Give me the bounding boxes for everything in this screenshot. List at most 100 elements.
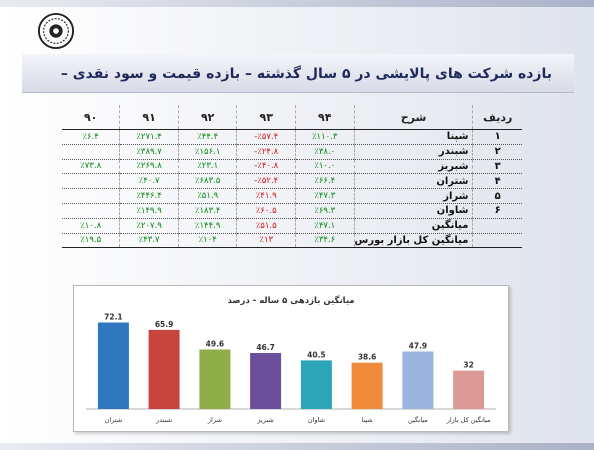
return-cell: [62, 188, 121, 204]
table-row: میانگین کل بازار بورس ٪۳۴.۶ ٪۱۳ ٪۱۰۴ ٪۴۳.۷ ٪۱…: [62, 233, 522, 249]
return-cell: ٪۳۸۹.۷: [119, 144, 179, 160]
table-row: میانگین ٪۴۷.۱ ٪۵۱.۵ ٪۱۴۴.۹ ٪۲۰۷.۹ ٪۱۰.۸: [62, 218, 522, 234]
emblem-logo-icon: [37, 12, 75, 50]
return-cell: ٪۶۸۳.۵: [178, 173, 238, 190]
x-tick-label: میانگین کل بازار: [446, 416, 491, 424]
return-cell: ٪۴۰.۸-: [236, 159, 296, 175]
return-cell: ٪۴۳.۷: [119, 233, 179, 249]
return-cell: ٪۵۷.۴-: [236, 129, 296, 145]
row-description: شتران: [354, 173, 474, 190]
page-title: بازده شرکت های پالایشی در ۵ سال گذشته – …: [60, 66, 552, 82]
chart-title: میانگین بازدهی ۵ ساله - درصد: [227, 295, 354, 306]
return-cell: ٪۱۹.۵: [62, 233, 121, 249]
data-label: 38.6: [358, 353, 377, 362]
return-cell: ٪۵۱.۹: [178, 188, 238, 204]
data-label: 40.5: [307, 350, 326, 359]
return-cell: ٪۲۶۹.۸: [119, 159, 179, 175]
bar: [402, 351, 434, 409]
header-cell: شرح: [354, 105, 474, 130]
return-cell: [62, 173, 121, 190]
row-index: ۲: [472, 144, 522, 160]
row-description: شپنا: [354, 129, 474, 145]
return-cell: ٪۲۷۱.۴: [119, 129, 179, 145]
return-cell: ٪۶۰.۵: [236, 203, 296, 219]
return-cell: ٪۴۴۶.۴: [119, 188, 179, 204]
x-tick-label: شتران: [105, 416, 123, 424]
return-cell: ٪۵۱.۵: [236, 218, 296, 234]
row-index: [472, 218, 522, 234]
return-cell: ٪۴۱.۹: [236, 188, 296, 204]
returns-table: ردیف شرح ۹۴ ۹۳ ۹۲ ۹۱ ۹۰ ۱ شپنا ٪۱۱۰.۳ ٪۵۷.۴…: [62, 105, 522, 249]
bar: [351, 362, 383, 409]
table-row: ۳ شبریز ٪۱۰.۰ ٪۴۰.۸- ٪۲۳.۱ ٪۲۶۹.۸ ٪۷۳.۸: [62, 159, 522, 175]
row-description: میانگین کل بازار بورس: [354, 233, 474, 249]
return-cell: ٪۴۴.۴: [178, 129, 238, 145]
bottom-band: [0, 443, 594, 450]
table-row: ۴ شتران ٪۶۶.۴ ٪۵۲.۴- ٪۶۸۳.۵ ٪۴۰.۷: [62, 173, 522, 190]
data-label: 32: [463, 361, 473, 370]
top-band: [0, 0, 594, 7]
bar: [453, 370, 485, 409]
data-label: 65.9: [155, 320, 174, 329]
return-cell: ٪۱۱۰.۳: [295, 129, 355, 145]
table-row: ۲ شبندر ٪۳۸.۰ ٪۲۴.۸- ٪۱۵۶.۱ ٪۳۸۹.۷: [62, 144, 522, 160]
x-tick-label: شراز: [207, 416, 222, 424]
row-index: ۶: [472, 203, 522, 219]
return-cell: ٪۶۹.۳: [295, 203, 355, 219]
row-index: ۵: [472, 188, 522, 204]
return-cell: [62, 144, 121, 160]
table-body: ۱ شپنا ٪۱۱۰.۳ ٪۵۷.۴- ٪۴۴.۴ ٪۲۷۱.۴ ٪۶.۴ ۲ شبندر ٪۳…: [62, 129, 522, 249]
return-cell: ٪۲۰۷.۹: [119, 218, 179, 234]
return-cell: ٪۴۷.۳: [295, 188, 355, 204]
table-header-row: ردیف شرح ۹۴ ۹۳ ۹۲ ۹۱ ۹۰: [62, 105, 522, 130]
return-cell: ٪۱۰.۸: [62, 218, 121, 234]
return-cell: ٪۴۷.۱: [295, 218, 355, 234]
return-cell: ٪۱۴۹.۹: [119, 203, 179, 219]
header-cell: ۹۱: [119, 105, 179, 130]
table-row: ۵ شراز ٪۴۷.۳ ٪۴۱.۹ ٪۵۱.۹ ٪۴۴۶.۴: [62, 188, 522, 204]
data-label: 72.1: [104, 313, 123, 322]
chart-canvas: میانگین بازدهی ۵ ساله - درصد 72.1 شتران 65…: [86, 295, 496, 424]
header-cell: ۹۲: [178, 105, 238, 130]
x-tick-label: شبریز: [256, 416, 273, 424]
bar: [97, 322, 129, 409]
data-label: 47.9: [409, 342, 428, 351]
x-tick-label: شاوان: [308, 416, 325, 424]
return-cell: ٪۴۰.۷: [119, 173, 179, 190]
row-description: شبندر: [354, 144, 474, 160]
data-label: 46.7: [256, 343, 275, 352]
row-index: [472, 233, 522, 249]
return-cell: ٪۱۰.۰: [295, 159, 355, 175]
return-cell: ٪۱۸۳.۴: [178, 203, 238, 219]
row-index: ۴: [472, 173, 522, 190]
return-cell: ٪۱۵۶.۱: [178, 144, 238, 160]
bar: [250, 353, 282, 409]
return-cell: [62, 203, 121, 219]
table-row: ۱ شپنا ٪۱۱۰.۳ ٪۵۷.۴- ٪۴۴.۴ ٪۲۷۱.۴ ٪۶.۴: [62, 129, 522, 145]
return-cell: ٪۶.۴: [62, 129, 121, 145]
return-cell: ٪۳۴.۶: [295, 233, 355, 249]
x-tick-label: شپنا: [361, 416, 372, 424]
x-tick-label: میانگین: [408, 416, 428, 424]
x-tick-label: شبندر: [155, 416, 172, 424]
header-cell: ۹۳: [236, 105, 296, 130]
title-bar: بازده شرکت های پالایشی در ۵ سال گذشته – …: [22, 54, 574, 93]
bar: [300, 360, 332, 409]
bar-chart: میانگین بازدهی ۵ ساله - درصد 72.1 شتران 65…: [73, 285, 509, 432]
return-cell: ٪۷۳.۸: [62, 159, 121, 175]
row-description: شراز: [354, 188, 474, 204]
bar: [148, 329, 180, 409]
return-cell: ٪۱۰۴: [178, 233, 238, 249]
table-row: ۶ شاوان ٪۶۹.۳ ٪۶۰.۵ ٪۱۸۳.۴ ٪۱۴۹.۹: [62, 203, 522, 219]
header-cell: ۹۰: [62, 105, 121, 130]
row-description: شبریز: [354, 159, 474, 175]
return-cell: ٪۲۴.۸-: [236, 144, 296, 160]
return-cell: ٪۲۳.۱: [178, 159, 238, 175]
bar: [199, 349, 231, 409]
row-description: شاوان: [354, 203, 474, 219]
return-cell: ٪۵۲.۴-: [236, 173, 296, 190]
header-cell: ردیف: [472, 105, 522, 130]
return-cell: ٪۱۳: [236, 233, 296, 249]
row-index: ۳: [472, 159, 522, 175]
